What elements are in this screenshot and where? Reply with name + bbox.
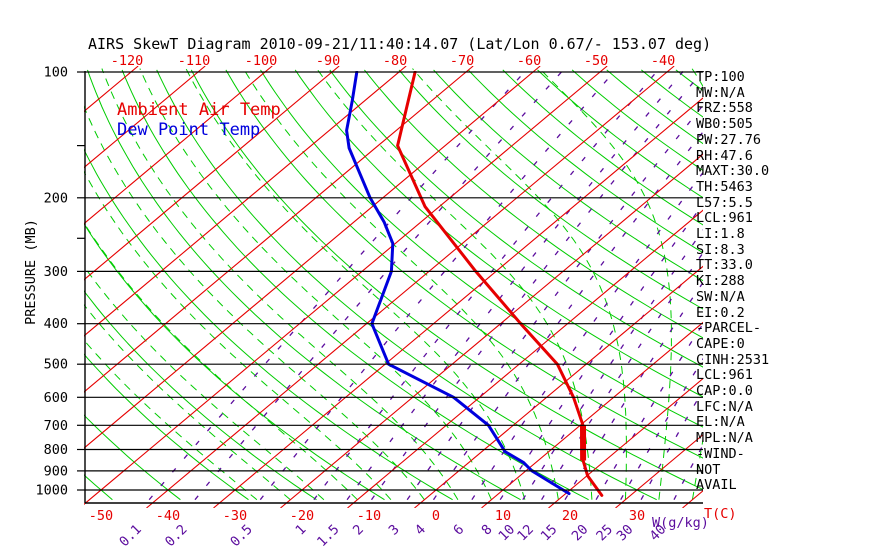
svg-text:300: 300 — [44, 264, 68, 280]
stat-line: WB0:505 — [696, 116, 753, 133]
stat-line: TP:100 — [696, 69, 745, 85]
svg-text:10: 10 — [495, 508, 511, 524]
stat-line: MPL:N/A — [696, 430, 753, 447]
stat-line: LFC:N/A — [696, 398, 753, 415]
svg-text:800: 800 — [44, 442, 68, 458]
stat-line: FRZ:558 — [696, 100, 753, 117]
svg-text:-40: -40 — [651, 53, 675, 69]
svg-text:-100: -100 — [245, 53, 278, 69]
svg-text:-40: -40 — [156, 508, 180, 524]
svg-text:-20: -20 — [290, 508, 314, 524]
svg-text:600: 600 — [44, 390, 68, 406]
legend-ambient-air-temp: Ambient Air Temp — [117, 100, 281, 120]
svg-text:0.1: 0.1 — [116, 522, 145, 551]
stat-line: CAPE:0 — [696, 335, 745, 352]
stat-line: EI:0.2 — [696, 304, 745, 321]
stat-line: MAXT:30.0 — [696, 163, 770, 180]
stat-line: CAP:0.0 — [696, 383, 753, 400]
pressure-axis-title: PRESSURE (MB) — [23, 219, 39, 325]
svg-text:-10: -10 — [357, 508, 381, 524]
svg-text:1000: 1000 — [35, 483, 68, 499]
stat-line: EL:N/A — [696, 414, 745, 431]
svg-text:8: 8 — [479, 522, 496, 539]
stat-line: TH:5463 — [696, 178, 753, 195]
svg-text:20: 20 — [562, 508, 578, 524]
svg-text:0.2: 0.2 — [162, 522, 191, 551]
stat-line: MW:N/A — [696, 84, 745, 101]
svg-text:30: 30 — [629, 508, 645, 524]
svg-text:T(C): T(C) — [704, 506, 737, 522]
svg-text:15: 15 — [538, 522, 561, 545]
svg-text:-50: -50 — [89, 508, 113, 524]
svg-text:-30: -30 — [223, 508, 247, 524]
svg-text:100: 100 — [44, 65, 68, 81]
svg-text:-80: -80 — [383, 53, 407, 69]
svg-text:1: 1 — [292, 522, 309, 539]
svg-text:900: 900 — [44, 463, 68, 479]
stat-line: SI:8.3 — [696, 241, 745, 258]
dew-point-temp-curve — [345, 71, 571, 496]
svg-text:2: 2 — [350, 522, 367, 539]
svg-text:-50: -50 — [584, 53, 608, 69]
stat-line: LI:1.8 — [696, 226, 745, 243]
legend-dew-point-temp: Dew Point Temp — [117, 120, 261, 140]
stat-line: L57:5.5 — [696, 194, 753, 211]
svg-text:-70: -70 — [450, 53, 474, 69]
stat-line: SW:N/A — [696, 288, 745, 305]
svg-text:-60: -60 — [517, 53, 541, 69]
stat-line: PW:27.76 — [696, 131, 762, 148]
background-grid — [84, 66, 703, 508]
svg-text:20: 20 — [569, 522, 592, 545]
svg-text:12: 12 — [514, 522, 537, 545]
stat-line: CINH:2531 — [696, 351, 770, 368]
svg-text:30: 30 — [614, 522, 637, 545]
stat-line: -PARCEL- — [696, 320, 762, 337]
stat-line: AVAIL — [696, 477, 737, 494]
svg-text:-110: -110 — [178, 53, 211, 69]
svg-text:3: 3 — [386, 522, 403, 539]
svg-text:700: 700 — [44, 418, 68, 434]
svg-text:400: 400 — [44, 316, 68, 332]
stat-line: TT:33.0 — [696, 257, 753, 274]
stat-line: RH:47.6 — [696, 147, 753, 164]
svg-text:500: 500 — [44, 357, 68, 373]
svg-text:4: 4 — [412, 522, 429, 539]
svg-text:1.5: 1.5 — [314, 522, 343, 551]
stat-line: KI:288 — [696, 273, 745, 290]
stats-panel: TP:100 MW:N/A FRZ:558 WB0:505 PW:27.76 RH:47.… — [696, 69, 770, 494]
stat-line: -WIND- — [696, 445, 745, 462]
svg-text:W(g/kg): W(g/kg) — [652, 515, 709, 531]
stat-line: LCL:961 — [696, 210, 753, 227]
svg-text:0: 0 — [432, 508, 440, 524]
page-title: AIRS SkewT Diagram 2010-09-21/11:40:14.0… — [88, 35, 712, 53]
svg-text:-90: -90 — [316, 53, 340, 69]
svg-text:0.5: 0.5 — [227, 522, 256, 551]
svg-text:-120: -120 — [111, 53, 144, 69]
svg-text:6: 6 — [450, 522, 467, 539]
svg-text:200: 200 — [44, 190, 68, 206]
stat-line: NOT — [696, 461, 721, 478]
stat-line: LCL:961 — [696, 367, 753, 384]
